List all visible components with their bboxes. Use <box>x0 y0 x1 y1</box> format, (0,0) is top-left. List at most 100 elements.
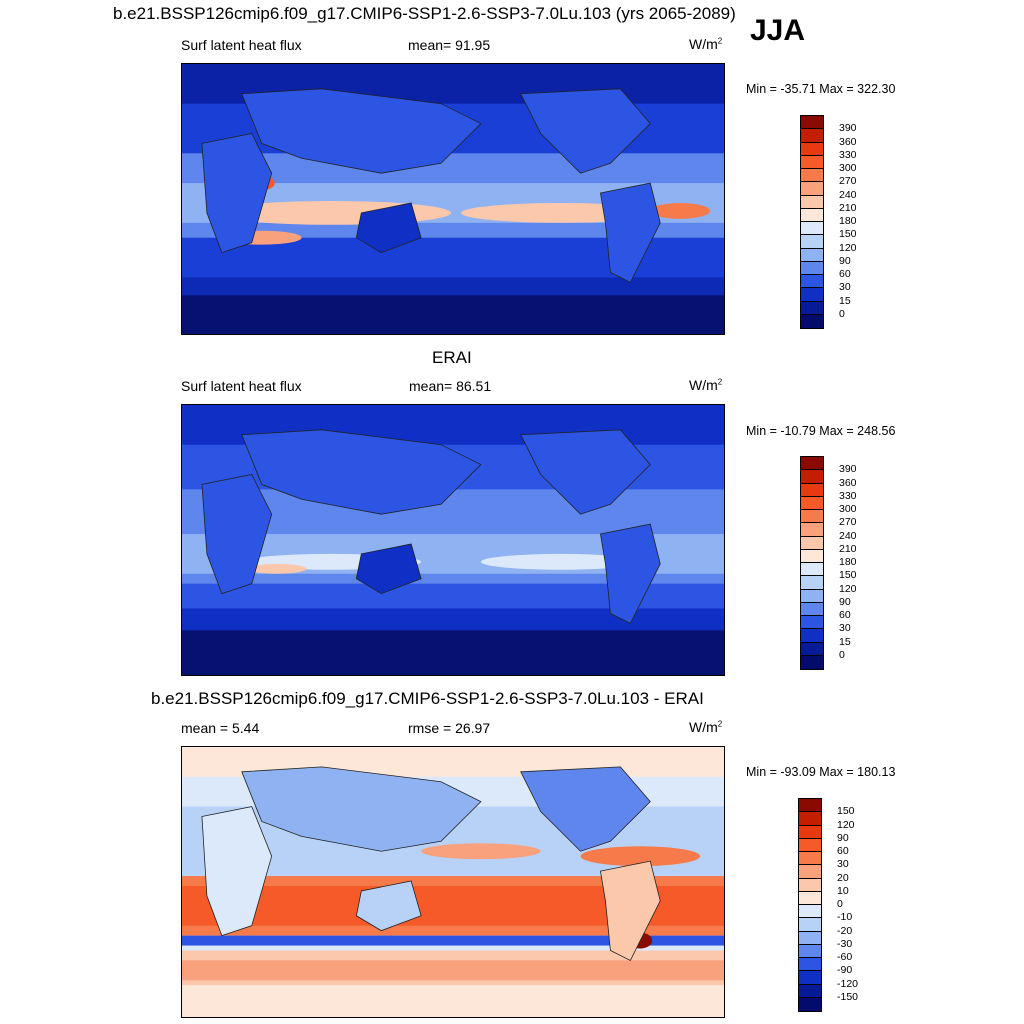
colorbar-tick-label: 300 <box>839 162 857 174</box>
panel-1-map <box>181 63 725 335</box>
colorbar-tick-label: 390 <box>839 122 857 135</box>
panel-2-mean-label: mean= 86.51 <box>409 378 492 394</box>
colorbar-tick-label: 210 <box>839 201 857 214</box>
colorbar-box <box>801 629 823 643</box>
colorbar-tick-label: 150 <box>839 569 857 582</box>
colorbar-tick-label: 30 <box>837 858 849 871</box>
colorbar-box <box>799 997 821 1011</box>
colorbar-box <box>799 852 821 866</box>
colorbar-box <box>801 470 823 484</box>
colorbar-tick-label: 90 <box>839 595 851 608</box>
colorbar-tick-label: 270 <box>839 516 857 529</box>
panel-3-unit-label: W/m2 <box>689 719 723 735</box>
panel-3-minmax: Min = -93.09 Max = 180.13 <box>746 765 896 779</box>
colorbar-box <box>801 261 823 275</box>
colorbar-box <box>799 812 821 826</box>
colorbar-tick-label: -150 <box>837 990 859 1003</box>
panel-2-unit-label: W/m2 <box>689 377 723 393</box>
colorbar-box <box>801 483 823 497</box>
colorbar-tick-label: 120 <box>839 582 857 595</box>
colorbar-box <box>801 602 823 616</box>
colorbar-box <box>799 918 821 932</box>
colorbar-tick-label: 60 <box>839 268 851 280</box>
colorbar-tick-label: 330 <box>839 489 857 502</box>
season-label: JJA <box>750 14 806 47</box>
panel-1-mean-label: mean= 91.95 <box>408 37 491 53</box>
colorbar-box <box>801 288 823 302</box>
colorbar-tick-label: 10 <box>837 884 849 897</box>
colorbar-box <box>801 616 823 630</box>
colorbar-box <box>799 958 821 972</box>
colorbar-box <box>801 496 823 510</box>
colorbar-box <box>799 944 821 958</box>
colorbar-box <box>801 301 823 315</box>
colorbar-box <box>801 549 823 563</box>
colorbar-tick-label: 90 <box>839 254 851 267</box>
colorbar-tick-label: 150 <box>839 228 857 241</box>
colorbar-tick-label: 90 <box>837 831 849 844</box>
colorbar-tick-label: 20 <box>837 871 849 884</box>
colorbar-tick-label: 150 <box>837 805 855 818</box>
colorbar-box <box>799 984 821 998</box>
colorbar-box <box>801 208 823 222</box>
colorbar-box <box>801 457 823 471</box>
colorbar-box <box>799 878 821 892</box>
panel-2-variable-label: Surf latent heat flux <box>181 378 302 394</box>
panel-3-colorbar <box>798 798 822 1012</box>
panel-3-map <box>181 746 725 1018</box>
colorbar-box <box>801 142 823 156</box>
panel-2-minmax: Min = -10.79 Max = 248.56 <box>746 424 896 438</box>
colorbar-box <box>801 195 823 209</box>
colorbar-box <box>801 248 823 262</box>
colorbar-box <box>799 825 821 839</box>
colorbar-tick-label: 60 <box>837 845 849 857</box>
colorbar-box <box>799 891 821 905</box>
colorbar-box <box>799 799 821 813</box>
colorbar-tick-label: 120 <box>837 818 855 831</box>
colorbar-box <box>801 155 823 169</box>
panel-2-title: ERAI <box>432 348 472 367</box>
colorbar-box <box>801 275 823 289</box>
panel-3-rmse-label: rmse = 26.97 <box>408 720 491 736</box>
colorbar-tick-label: 0 <box>837 898 843 910</box>
colorbar-tick-label: 240 <box>839 188 857 201</box>
panel-3-title: b.e21.BSSP126cmip6.f09_g17.CMIP6-SSP1-2.… <box>151 689 704 708</box>
colorbar-box <box>801 314 823 328</box>
colorbar-tick-label: 15 <box>839 294 851 307</box>
colorbar-tick-label: -60 <box>837 951 853 963</box>
colorbar-box <box>801 589 823 603</box>
colorbar-tick-label: 120 <box>839 241 857 254</box>
colorbar-tick-label: 330 <box>839 148 857 161</box>
panel-1-unit-label: W/m2 <box>689 36 723 52</box>
colorbar-tick-label: 180 <box>839 215 857 227</box>
colorbar-box <box>801 129 823 143</box>
colorbar-tick-label: 180 <box>839 556 857 568</box>
colorbar-box <box>801 642 823 656</box>
colorbar-tick-label: 390 <box>839 463 857 476</box>
colorbar-tick-label: -90 <box>837 964 853 977</box>
colorbar-box <box>799 865 821 879</box>
colorbar-tick-label: 30 <box>839 622 851 635</box>
colorbar-tick-label: 240 <box>839 529 857 542</box>
panel-1-colorbar <box>800 115 824 329</box>
colorbar-box <box>801 523 823 537</box>
colorbar-box <box>801 182 823 196</box>
panel-3-mean-label: mean = 5.44 <box>181 720 260 736</box>
colorbar-box <box>801 510 823 524</box>
colorbar-box <box>801 116 823 130</box>
colorbar-box <box>799 931 821 945</box>
colorbar-box <box>801 235 823 249</box>
colorbar-box <box>801 222 823 236</box>
colorbar-tick-label: 15 <box>839 635 851 648</box>
panel-2-colorbar <box>800 456 824 670</box>
colorbar-tick-label: -20 <box>837 924 853 937</box>
colorbar-box <box>799 838 821 852</box>
colorbar-tick-label: -120 <box>837 977 859 990</box>
colorbar-tick-label: 360 <box>839 135 857 148</box>
colorbar-box <box>799 971 821 985</box>
colorbar-tick-label: 300 <box>839 503 857 515</box>
panel-2-map <box>181 404 725 676</box>
colorbar-tick-label: 0 <box>839 648 845 661</box>
colorbar-tick-label: 60 <box>839 609 851 621</box>
colorbar-box <box>801 536 823 550</box>
